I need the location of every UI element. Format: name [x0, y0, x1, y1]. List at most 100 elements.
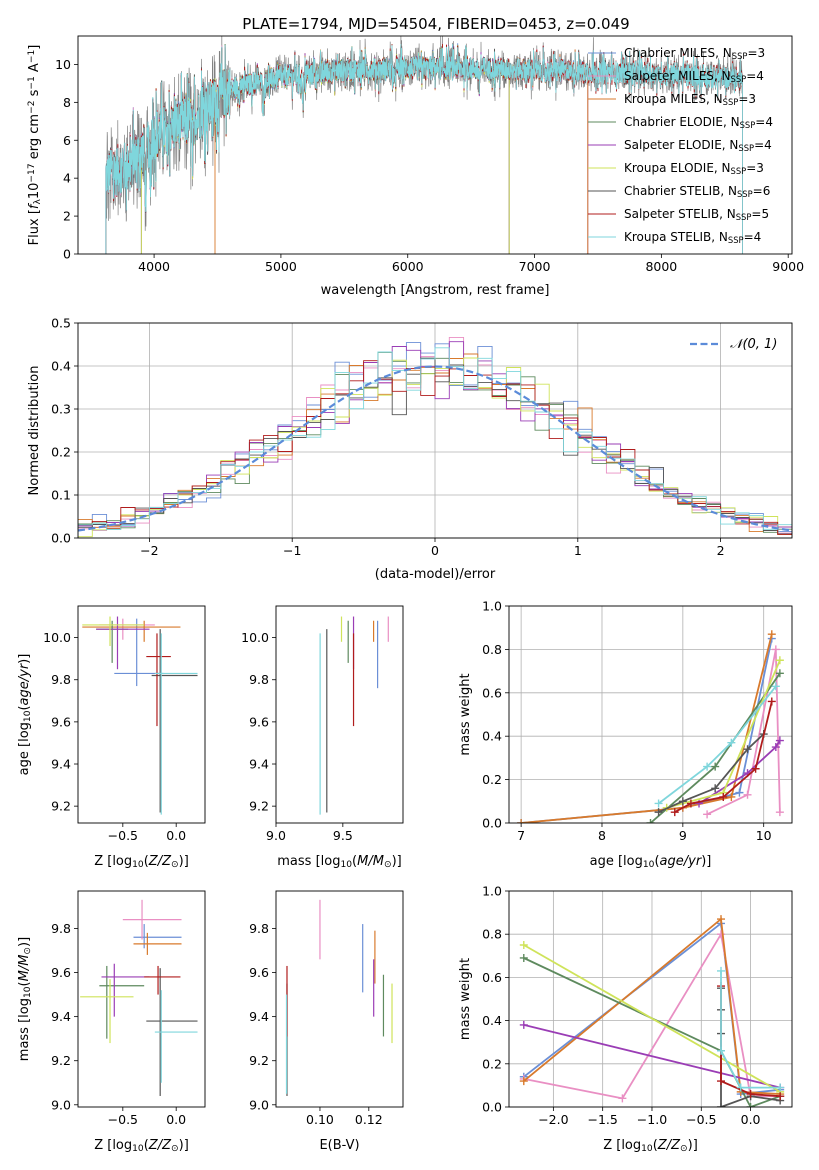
series-line: [698, 740, 781, 805]
age-mass-xlabel: mass [log10(M/M⊙)]: [277, 854, 401, 870]
spectrum-xlabel: wavelength [Angstrom, rest frame]: [321, 283, 550, 298]
point-chabrier-stelib: [151, 629, 198, 813]
legend-label-chabrier-elodie: Chabrier ELODIE, NSSP=4: [624, 115, 773, 130]
y-tick-label: 4: [63, 171, 71, 186]
mass-ebv-panel: 0.10 0.12 9.0 9.2 9.4 9.6 9.8 E(B-V): [249, 890, 404, 1153]
series-marker: [775, 656, 784, 665]
y-tick-label: 9.8: [51, 921, 71, 936]
series-marker: [695, 799, 704, 808]
point-kroupa-miles: [133, 932, 182, 955]
y-tick-label: 1.0: [482, 599, 502, 614]
massweight-z-panel: −2.0 −1.5 −1.0 −0.5 0.0 0.0 0.2 0.4 0.6 0.8 1.0 Z […: [458, 884, 793, 1154]
massweight-age-xlabel: age [log10(age/yr)]: [590, 854, 712, 870]
series-marker: [727, 792, 736, 801]
age-Z-xlabel: Z [log10(Z/Z⊙)]: [94, 854, 189, 870]
series-marker: [519, 1077, 528, 1086]
plot-area: [78, 336, 792, 538]
y-tick-label: 0.0: [51, 531, 71, 546]
y-tick-label: 0.8: [482, 927, 502, 942]
series-marker: [776, 1083, 785, 1092]
x-tick-label: −0.5: [108, 1112, 138, 1127]
axes-frame: [77, 605, 206, 824]
y-tick-label: 9.0: [249, 1097, 269, 1112]
series-line: [706, 649, 781, 816]
plot-area: [82, 616, 198, 815]
x-tick-label: 9: [679, 828, 687, 843]
point-salpeter-stelib: [146, 633, 171, 727]
series-line: [523, 944, 781, 1093]
x-tick-label: 0: [431, 543, 439, 558]
y-tick-label: 9.4: [249, 1009, 269, 1024]
series-chabrier-miles: [517, 634, 776, 823]
point-chabrier-miles: [133, 924, 182, 949]
x-tick-label: −1: [283, 543, 301, 558]
y-tick-label: 0.2: [482, 1056, 502, 1071]
x-tick-label: 8000: [645, 259, 677, 274]
y-tick-label: 10: [55, 57, 71, 72]
y-tick-label: 0.0: [482, 1100, 502, 1115]
series-marker: [771, 743, 780, 752]
axes-frame: [77, 35, 793, 255]
massweight-Z-xlabel: Z [log10(Z/Z⊙)]: [603, 1138, 698, 1154]
x-tick-label: 10: [756, 828, 772, 843]
series-marker: [517, 819, 526, 823]
series-marker: [519, 953, 528, 962]
series-marker: [519, 1020, 528, 1029]
y-tick-label: 10.0: [241, 630, 269, 645]
y-tick-label: 9.6: [51, 965, 71, 980]
x-tick-label: 2: [717, 543, 725, 558]
point-kroupa-miles: [82, 620, 181, 642]
spectrum-legend: Chabrier MILES, NSSP=3 Salpeter MILES, NS…: [588, 46, 773, 245]
point-kroupa-elodie: [80, 979, 134, 1044]
x-tick-label: −1.5: [587, 1112, 617, 1127]
residuals-ylabel: Normed distribution: [27, 366, 42, 496]
legend-label-salpeter-stelib: Salpeter STELIB, NSSP=5: [624, 207, 769, 222]
series-marker: [686, 799, 695, 808]
x-tick-label: −0.5: [108, 828, 138, 843]
series-marker: [771, 645, 780, 654]
y-tick-label: 9.4: [249, 757, 269, 772]
legend-label-kroupa-stelib: Kroupa STELIB, NSSP=4: [624, 230, 761, 245]
plot-area: [80, 899, 198, 1096]
series-marker: [703, 762, 712, 771]
series-marker: [767, 630, 776, 639]
plot-area: [319, 616, 389, 815]
series-marker: [735, 788, 744, 797]
series-marker: [711, 784, 720, 793]
y-tick-label: 9.8: [51, 672, 71, 687]
x-tick-label: 0.10: [306, 1112, 334, 1127]
legend-label-chabrier-miles: Chabrier MILES, NSSP=3: [624, 46, 765, 61]
y-tick-label: 0.5: [51, 316, 71, 331]
point-salpeter-elodie: [101, 963, 150, 1017]
y-tick-label: 0: [63, 247, 71, 262]
series-marker: [736, 1083, 745, 1092]
model-line-kroupa-stelib: [105, 44, 743, 254]
axes-frame: [275, 605, 404, 824]
series-marker: [751, 764, 760, 773]
series-marker: [654, 808, 663, 817]
series-marker: [746, 1090, 755, 1099]
residuals-xlabel: (data-model)/error: [375, 567, 496, 582]
series-marker: [618, 1094, 627, 1103]
histogram-kroupa-stelib: [78, 347, 792, 538]
y-tick-label: 9.2: [249, 1053, 269, 1068]
y-tick-label: 9.4: [51, 757, 71, 772]
y-tick-label: 2: [63, 209, 71, 224]
series-salpeter-stelib: [670, 697, 776, 817]
series-marker: [711, 762, 720, 771]
series-line: [720, 970, 781, 1089]
y-tick-label: 9.2: [249, 799, 269, 814]
x-tick-label: −1.0: [637, 1112, 667, 1127]
y-tick-label: 9.6: [249, 965, 269, 980]
y-tick-label: 0.4: [482, 729, 502, 744]
series-marker: [519, 941, 528, 949]
x-tick-label: 9000: [772, 259, 804, 274]
plot-area: [517, 630, 784, 823]
x-tick-label: −0.5: [686, 1112, 716, 1127]
series-marker: [743, 745, 752, 754]
axes-frame: [508, 605, 793, 824]
series-marker: [670, 808, 679, 817]
axes-frame: [77, 890, 206, 1108]
series-line: [658, 685, 777, 805]
